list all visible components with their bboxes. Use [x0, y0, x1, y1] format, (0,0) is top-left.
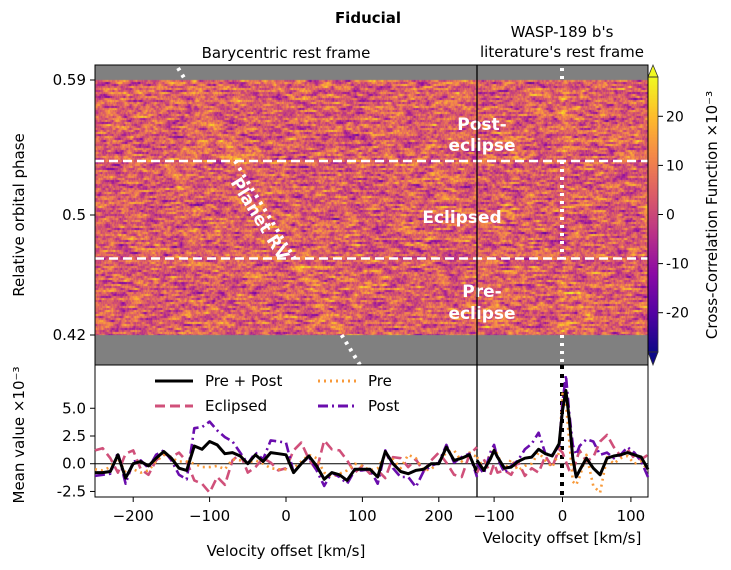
x-tick-label: −100 — [189, 507, 230, 525]
colorbar-frame — [647, 76, 659, 353]
phase-tick-label: 0.42 — [53, 326, 86, 344]
region-label-eclipsed: Eclipsed — [422, 208, 501, 228]
x-axis-label-right: Velocity offset [km/s] — [483, 529, 642, 547]
bottom-panel-frame — [94, 364, 649, 498]
phase-tick-label: 0.59 — [53, 71, 86, 89]
planet-rv-track-left — [233, 159, 297, 260]
x-tick-label: −200 — [113, 507, 154, 525]
colorbar-tick-label: 10 — [666, 158, 684, 174]
mean-tick-label: -2.5 — [57, 482, 86, 500]
x-tick-label: 0 — [281, 507, 291, 525]
series-pre-left — [94, 449, 478, 479]
heatmap-barycentric — [95, 65, 477, 365]
colorbar-tick-label: -20 — [666, 306, 689, 322]
top-panel-frame — [94, 64, 649, 366]
x-tick-label: 100 — [348, 507, 377, 525]
region-label-post: eclipse — [448, 136, 515, 156]
legend-label: Pre — [368, 372, 392, 390]
planet-rv-label: Planet RV — [226, 174, 293, 265]
series-pre-post-right — [475, 389, 650, 479]
colorbar-extend-max — [647, 63, 659, 78]
colorbar-tick-label: 20 — [666, 109, 684, 125]
x-tick-label: 200 — [424, 507, 453, 525]
colorbar-tick-label: 0 — [666, 208, 675, 224]
colorbar-gradient — [648, 77, 658, 352]
mean-tick-label: 0.0 — [62, 455, 86, 473]
series-eclipsed-left — [94, 439, 478, 494]
legend-label: Post — [368, 397, 400, 415]
series-post-left — [94, 420, 479, 489]
colorbar-extend-min — [647, 351, 659, 367]
region-label-pre: eclipse — [448, 304, 515, 324]
legend-label: Eclipsed — [205, 397, 267, 415]
colorbar-tick-label: -10 — [666, 257, 689, 273]
right-panel-subtitle-line1: WASP-189 b's — [511, 23, 614, 41]
mean-tick-label: 2.5 — [62, 427, 86, 445]
right-panel-subtitle-line2: literature's rest frame — [480, 43, 644, 61]
legend: Pre + Post Eclipsed Pre Post — [155, 372, 400, 415]
series-post-right — [475, 373, 650, 478]
series-pre-post-left — [95, 440, 479, 482]
heatmap-planet-frame — [477, 65, 648, 365]
x-tick-label: −100 — [473, 507, 514, 525]
mean-tick-label: 5.0 — [62, 399, 86, 417]
x-tick-label: 0 — [558, 507, 568, 525]
legend-label: Pre + Post — [205, 372, 282, 390]
phase-tick-label: 0.5 — [62, 206, 86, 224]
left-panel-subtitle: Barycentric rest frame — [202, 44, 371, 62]
planet-rv-track-left — [339, 333, 362, 367]
y-axis-label-phase: Relative orbital phase — [10, 133, 28, 297]
x-axis-label-left: Velocity offset [km/s] — [207, 542, 366, 560]
x-tick-label: 100 — [617, 507, 646, 525]
colorbar-label: Cross-Correlation Function ×10⁻³ — [703, 91, 721, 339]
region-label-pre: Pre- — [462, 282, 501, 302]
y-axis-label-mean: Mean value ×10⁻³ — [10, 367, 28, 504]
figure-title: Fiducial — [335, 9, 401, 27]
planet-rv-track-left — [176, 66, 188, 82]
region-label-post: Post- — [457, 115, 506, 135]
